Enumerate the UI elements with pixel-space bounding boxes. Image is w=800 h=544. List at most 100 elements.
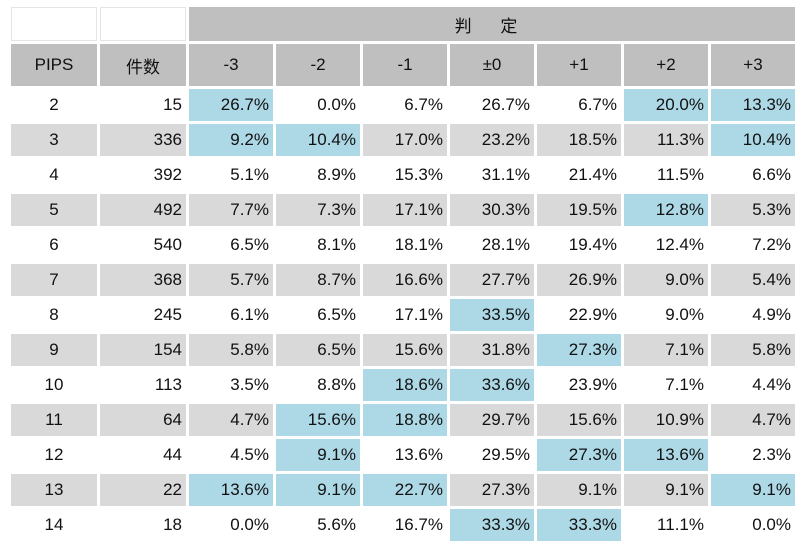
percent-cell: 8.8% <box>317 375 356 394</box>
percent-cell: 26.7% <box>481 95 530 114</box>
percent-cell: 21.4% <box>568 165 617 184</box>
table-row: 9 154 5.8% 6.5% 15.6% 31.8% 27.3% 7.1% 5.8% <box>11 334 795 366</box>
percent-cell: 18.1% <box>394 235 443 254</box>
percent-cell: 5.8% <box>189 334 273 366</box>
percent-cell: 31.1% <box>481 165 530 184</box>
percent-cell: 28.1% <box>481 235 530 254</box>
percent-cell: 29.7% <box>450 404 534 436</box>
count-cell: 44 <box>163 445 182 464</box>
pips-column-header: PIPS <box>11 44 97 86</box>
percent-cell: 9.1% <box>276 439 360 471</box>
percent-cell: 11.1% <box>657 515 704 534</box>
count-cell: 64 <box>100 404 186 436</box>
count-cell: 18 <box>163 515 182 534</box>
percent-cell: 5.6% <box>317 515 356 534</box>
percent-cell: 0.0% <box>752 515 791 534</box>
percent-cell: 7.1% <box>624 334 708 366</box>
table-row: 3 336 9.2% 10.4% 17.0% 23.2% 18.5% 11.3% 10.4% <box>11 124 795 156</box>
percent-cell: 9.1% <box>537 474 621 506</box>
count-cell: 22 <box>100 474 186 506</box>
percent-cell: 8.9% <box>317 165 356 184</box>
percent-cell: 18.5% <box>537 124 621 156</box>
percent-cell: 6.1% <box>230 305 269 324</box>
percent-cell: 7.3% <box>276 194 360 226</box>
percent-cell: 4.7% <box>711 404 795 436</box>
percent-cell: 3.5% <box>230 375 269 394</box>
table-row: 8 245 6.1% 6.5% 17.1% 33.5% 22.9% 9.0% 4.9% <box>11 299 795 331</box>
percent-cell: 5.4% <box>711 264 795 296</box>
percent-cell: 4.9% <box>752 305 791 324</box>
percent-cell: 16.6% <box>363 264 447 296</box>
percent-cell: 13.6% <box>394 445 443 464</box>
table-row: 5 492 7.7% 7.3% 17.1% 30.3% 19.5% 12.8% 5.3% <box>11 194 795 226</box>
pips-cell: 13 <box>11 474 97 506</box>
pips-cell: 12 <box>44 445 64 464</box>
table-row: 6 540 6.5% 8.1% 18.1% 28.1% 19.4% 12.4% 7.2% <box>11 229 795 261</box>
count-cell: 368 <box>100 264 186 296</box>
percent-cell: 4.5% <box>230 445 269 464</box>
percent-cell: 6.5% <box>276 334 360 366</box>
percent-cell: 29.5% <box>481 445 530 464</box>
judge-column-header: -3 <box>189 44 273 86</box>
count-cell: 245 <box>153 305 182 324</box>
percent-cell: 8.1% <box>317 235 356 254</box>
table-row: 4 392 5.1% 8.9% 15.3% 31.1% 21.4% 11.5% 6.6% <box>11 159 795 191</box>
percent-cell: 26.9% <box>537 264 621 296</box>
percent-cell: 9.2% <box>189 124 273 156</box>
judge-header: 判 定 <box>189 7 795 41</box>
percent-cell: 10.4% <box>711 124 795 156</box>
pips-cell: 3 <box>11 124 97 156</box>
header-row-top: 判 定 <box>11 7 795 41</box>
percent-cell: 9.0% <box>624 264 708 296</box>
blank-corner-cell <box>11 7 97 41</box>
count-cell: 113 <box>154 375 182 394</box>
percent-cell: 31.8% <box>450 334 534 366</box>
percent-cell: 18.6% <box>363 369 447 401</box>
percent-cell: 33.3% <box>537 509 621 541</box>
percent-cell: 27.3% <box>537 334 621 366</box>
count-cell: 15 <box>163 95 182 114</box>
percent-cell: 17.0% <box>363 124 447 156</box>
percent-cell: 15.6% <box>537 404 621 436</box>
percent-cell: 33.5% <box>450 299 534 331</box>
count-column-header: 件数 <box>100 44 186 86</box>
percent-cell: 10.4% <box>276 124 360 156</box>
table-row: 2 15 26.7% 0.0% 6.7% 26.7% 6.7% 20.0% 13.3% <box>11 89 795 121</box>
percent-cell: 7.1% <box>665 375 704 394</box>
percent-cell: 26.7% <box>189 89 273 121</box>
percent-cell: 9.1% <box>624 474 708 506</box>
count-cell: 154 <box>100 334 186 366</box>
percent-cell: 17.1% <box>363 194 447 226</box>
percent-cell: 13.3% <box>711 89 795 121</box>
table-body: 判 定 PIPS 件数 -3 -2 -1 ±0 +1 +2 +3 2 15 26.7% 0.0% 6… <box>11 7 795 541</box>
percent-cell: 17.1% <box>394 305 443 324</box>
judge-column-header: +3 <box>711 44 795 86</box>
pips-cell: 5 <box>11 194 97 226</box>
percent-cell: 12.8% <box>624 194 708 226</box>
percent-cell: 33.3% <box>450 509 534 541</box>
percent-cell: 18.8% <box>363 404 447 436</box>
percent-cell: 5.1% <box>230 165 269 184</box>
judge-column-header: +1 <box>537 44 621 86</box>
percent-cell: 9.1% <box>711 474 795 506</box>
percent-cell: 23.9% <box>568 375 617 394</box>
percent-cell: 8.7% <box>276 264 360 296</box>
percent-cell: 9.1% <box>276 474 360 506</box>
percent-cell: 19.5% <box>537 194 621 226</box>
count-cell: 540 <box>153 235 182 254</box>
pips-cell: 14 <box>44 515 64 534</box>
percent-cell: 15.6% <box>363 334 447 366</box>
judge-column-header: -2 <box>276 44 360 86</box>
percent-cell: 2.3% <box>752 445 791 464</box>
blank-corner-cell <box>100 7 186 41</box>
percent-cell: 0.0% <box>230 515 269 534</box>
percent-cell: 13.6% <box>189 474 273 506</box>
pips-cell: 10 <box>44 375 64 394</box>
percent-cell: 6.7% <box>404 95 443 114</box>
percent-cell: 5.8% <box>711 334 795 366</box>
header-row-columns: PIPS 件数 -3 -2 -1 ±0 +1 +2 +3 <box>11 44 795 86</box>
percent-cell: 7.7% <box>189 194 273 226</box>
percent-cell: 12.4% <box>655 235 704 254</box>
count-cell: 336 <box>100 124 186 156</box>
pips-cell: 4 <box>49 165 59 184</box>
